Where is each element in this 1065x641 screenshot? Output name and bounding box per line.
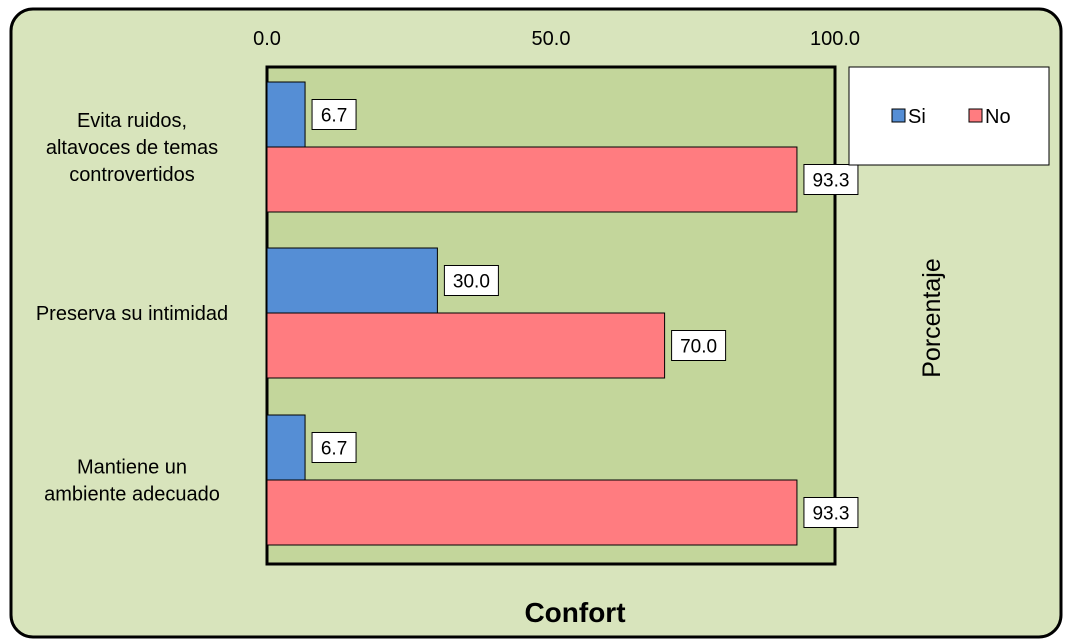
legend-label-si: Si (908, 106, 926, 128)
data-label-box-no-0 (803, 164, 859, 195)
x-tick-label: 50.0 (532, 28, 571, 50)
legend-swatch-si (891, 108, 906, 123)
chart-title: Confort (524, 597, 625, 628)
data-label-box-si-1 (443, 265, 499, 296)
data-label-no-0: 93.3 (812, 171, 849, 192)
legend: Si No (848, 66, 1050, 166)
x-axis-ticks: 0.0 50.0 100.0 (253, 28, 860, 50)
category-label: Evita ruidos, altavoces de temas controver… (46, 110, 218, 186)
category-label: Mantiene un ambiente adecuado (44, 457, 220, 506)
x-axis-title: Porcentaje (918, 258, 946, 378)
x-tick-label: 100.0 (810, 28, 860, 50)
bar-no-0 (266, 146, 798, 213)
data-label-box-si-2 (311, 432, 357, 463)
data-label-box-si-0 (311, 99, 357, 130)
data-label-si-2: 6.7 (321, 439, 347, 460)
data-label-si-0: 6.7 (321, 106, 347, 127)
category-labels: Evita ruidos, altavoces de temas controver… (36, 110, 228, 506)
bar-no-1 (266, 312, 666, 379)
bars-layer (266, 81, 798, 546)
labels-layer: 6.7 30.0 6.7 93.3 70.0 93.3 (311, 99, 859, 528)
data-label-no-2: 93.3 (812, 504, 849, 525)
legend-items: Si No (891, 106, 1011, 128)
category-label: Preserva su intimidad (36, 303, 228, 325)
legend-label-no: No (985, 106, 1011, 128)
legend-swatch-no (968, 108, 983, 123)
data-label-box-no-1 (671, 330, 727, 361)
bar-no-2 (266, 479, 798, 546)
legend-box (848, 66, 1050, 166)
bar-si-2 (266, 414, 306, 481)
x-tick-label: 0.0 (253, 28, 281, 50)
bar-si-1 (266, 247, 438, 314)
bar-si-0 (266, 81, 306, 148)
data-label-no-1: 70.0 (680, 337, 717, 358)
data-label-si-1: 30.0 (453, 272, 490, 293)
data-label-box-no-2 (803, 497, 859, 528)
